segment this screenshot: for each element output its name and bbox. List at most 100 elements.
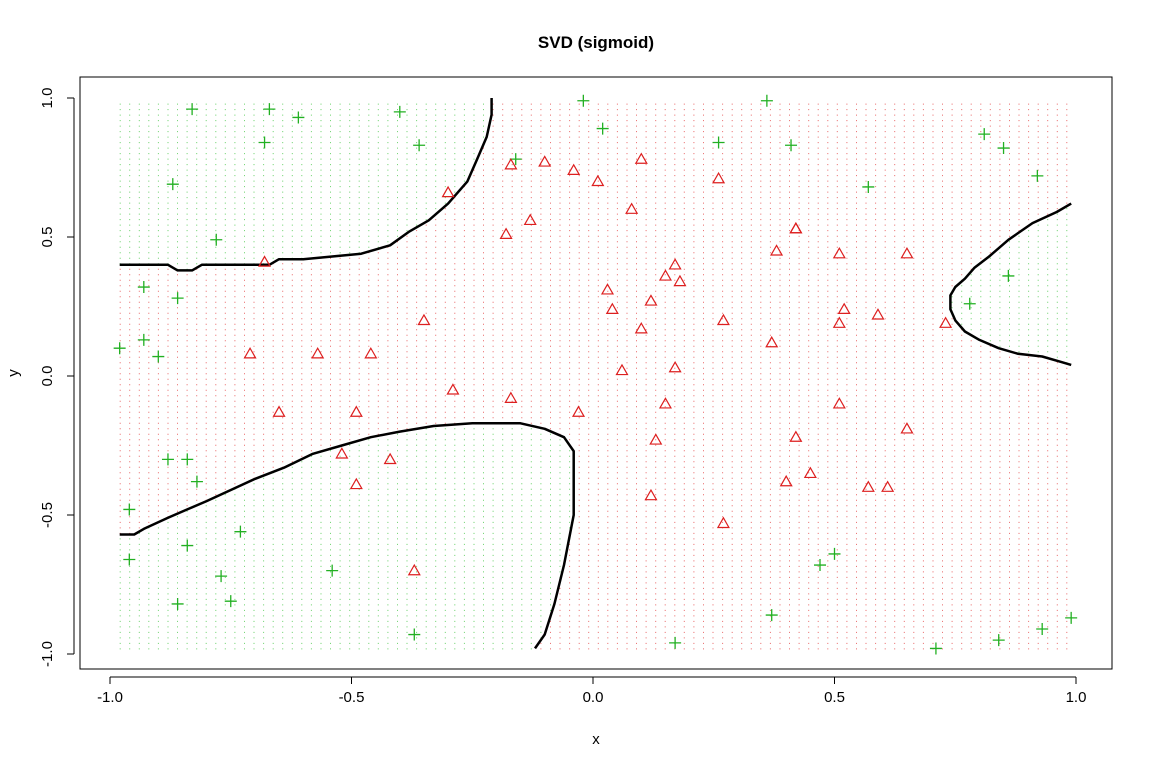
plus-point xyxy=(186,103,199,116)
triangle-point xyxy=(837,302,851,315)
triangle-point xyxy=(939,316,953,328)
plus-point xyxy=(123,503,136,516)
axes: -1.0 -0.5 0.0 0.5 1.0 -1.0 -0.5 0.0 0.5 1.0 xyxy=(39,88,1086,706)
plot-frame xyxy=(79,76,1113,670)
plus-point xyxy=(166,178,179,191)
plus-point xyxy=(152,350,165,363)
plus-point xyxy=(408,628,421,641)
triangle-point xyxy=(600,283,615,295)
triangle-point xyxy=(615,363,629,376)
decision-boundary-1 xyxy=(119,98,493,272)
triangle-point xyxy=(243,347,257,359)
decision-boundary-2 xyxy=(119,422,575,650)
triangle-point xyxy=(383,452,397,465)
plus-point xyxy=(997,142,1010,155)
plus-point xyxy=(113,342,126,355)
triangle-point xyxy=(504,391,518,403)
plus-point xyxy=(509,153,522,166)
triangle-point xyxy=(417,313,431,326)
triangle-point xyxy=(634,152,648,164)
triangle-point xyxy=(272,405,286,417)
triangle-point xyxy=(591,174,605,187)
plus-point xyxy=(190,475,203,488)
triangle-point xyxy=(900,422,914,434)
triangle-point xyxy=(861,480,875,492)
plus-point xyxy=(326,564,339,577)
plus-point xyxy=(978,128,991,141)
plus-point xyxy=(828,547,841,560)
plus-point xyxy=(596,122,609,135)
triangle-point xyxy=(349,477,363,490)
triangle-point xyxy=(311,347,325,359)
triangle-point xyxy=(504,158,518,170)
triangle-point xyxy=(567,163,581,176)
triangle-point xyxy=(779,474,793,487)
triangle-point xyxy=(441,185,455,198)
triangle-point xyxy=(770,244,784,256)
y-tick-label: 0.5 xyxy=(39,227,56,248)
triangle-point xyxy=(716,313,730,326)
plus-point xyxy=(814,559,827,572)
chart-title: SVD (sigmoid) xyxy=(538,33,654,52)
triangle-point xyxy=(658,269,672,281)
plus-point xyxy=(171,292,184,305)
plus-point xyxy=(161,453,174,466)
plus-point xyxy=(1031,169,1044,182)
triangle-point xyxy=(499,227,513,239)
plus-point xyxy=(258,136,271,149)
plus-point xyxy=(393,105,406,118)
x-tick-label: 0.5 xyxy=(824,689,845,706)
triangle-point xyxy=(668,258,682,270)
plus-point xyxy=(137,281,150,294)
plus-point xyxy=(215,570,228,583)
plus-point xyxy=(137,333,150,346)
triangle-point xyxy=(765,335,779,348)
plus-point xyxy=(234,525,247,538)
triangle-point xyxy=(364,347,378,359)
y-tick-label: -1.0 xyxy=(39,641,56,667)
plus-point xyxy=(992,634,1005,647)
triangle-point xyxy=(789,430,803,442)
plus-point xyxy=(1065,611,1078,624)
triangle-point xyxy=(789,221,803,234)
triangle-point xyxy=(658,397,672,409)
x-tick-label: -1.0 xyxy=(97,689,123,706)
triangle-point xyxy=(803,466,817,479)
plus-point xyxy=(224,595,237,608)
triangle-point xyxy=(407,563,421,576)
triangle-point xyxy=(900,246,914,259)
triangle-point xyxy=(644,294,658,306)
triangle-point xyxy=(832,246,846,259)
data-points xyxy=(113,94,1078,655)
plus-point xyxy=(413,139,426,152)
triangle-point xyxy=(625,202,639,214)
plus-point xyxy=(1036,622,1049,635)
triangle-point xyxy=(649,433,663,445)
plus-point xyxy=(181,453,194,466)
decision-boundaries xyxy=(119,98,1072,650)
triangle-point xyxy=(712,171,726,184)
plus-point xyxy=(963,297,976,310)
plus-point xyxy=(862,180,875,193)
plus-point xyxy=(785,139,798,152)
plus-point xyxy=(765,609,778,622)
plus-point xyxy=(760,94,773,107)
triangle-point xyxy=(881,480,895,492)
triangle-point xyxy=(716,516,730,529)
x-tick-label: 0.0 xyxy=(583,689,604,706)
triangle-point xyxy=(446,383,460,395)
plus-point xyxy=(181,539,194,552)
plus-point xyxy=(292,111,305,124)
plus-point xyxy=(210,233,223,246)
triangle-point xyxy=(673,274,687,287)
plus-point xyxy=(263,103,276,116)
decision-boundary-3 xyxy=(949,202,1072,367)
plus-point xyxy=(669,636,682,649)
triangle-point xyxy=(634,322,648,334)
x-axis-label: x xyxy=(592,731,600,748)
plus-point xyxy=(929,642,942,655)
plus-point xyxy=(577,94,590,107)
triangle-point xyxy=(538,155,552,167)
y-tick-label: 1.0 xyxy=(39,88,56,109)
